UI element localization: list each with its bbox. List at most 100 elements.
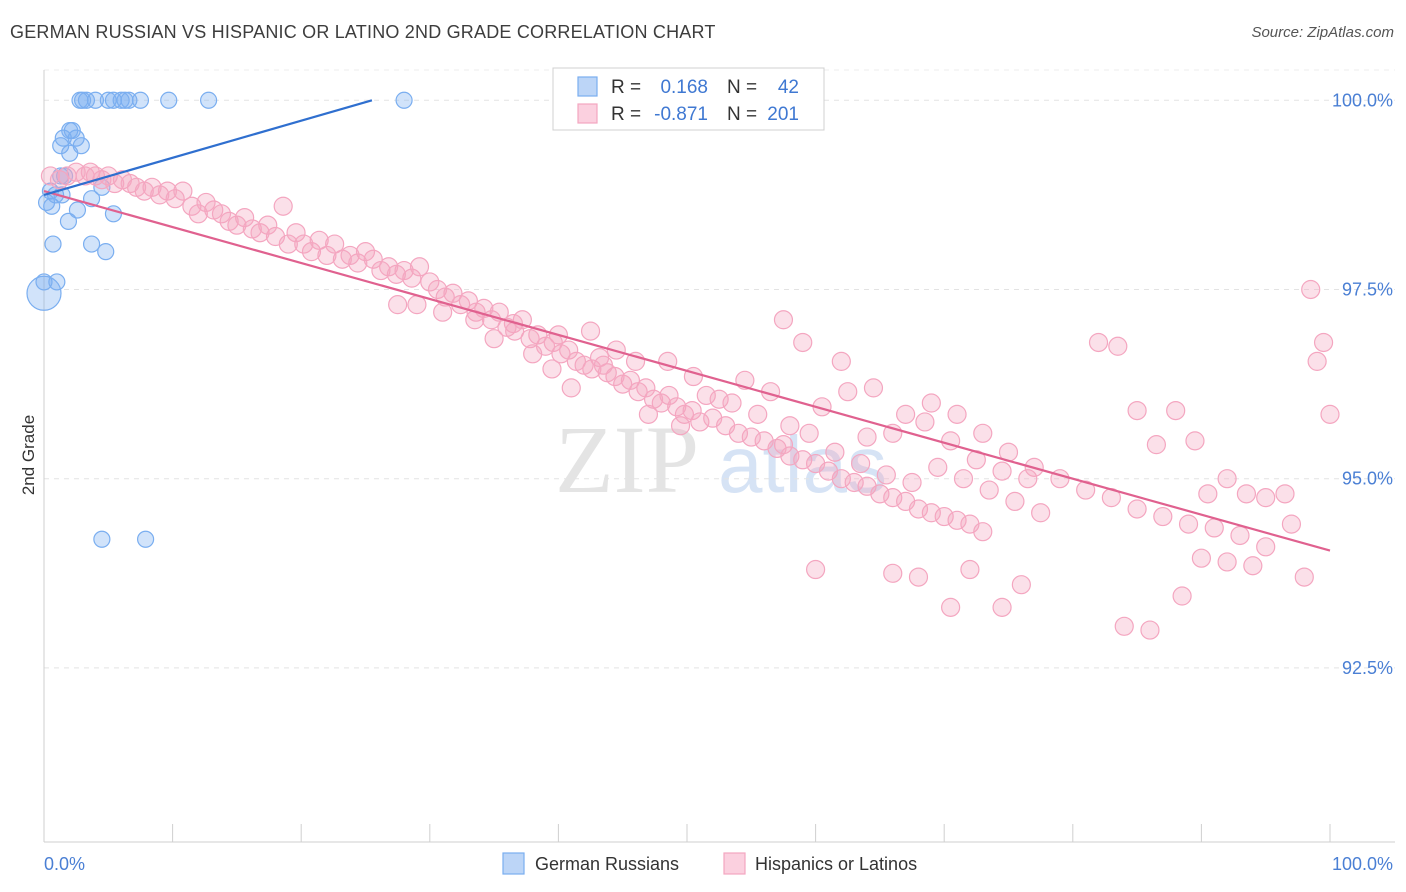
hispanic-point-99 bbox=[870, 484, 890, 504]
hispanic-point-133 bbox=[484, 329, 504, 349]
hispanic-point-156 bbox=[863, 378, 884, 398]
hispanic-point-152 bbox=[1031, 503, 1051, 523]
bottom-legend-label-hispanics: Hispanics or Latinos bbox=[755, 854, 917, 874]
hispanic-point-28 bbox=[250, 223, 270, 243]
hispanic-point-42 bbox=[355, 242, 376, 262]
y-tick-label-3: 100.0% bbox=[1332, 90, 1393, 110]
german-russian-point-1 bbox=[73, 91, 92, 109]
correlation-legend: R = 0.168 N = 42 R = -0.871 N = 201 bbox=[552, 67, 825, 131]
hispanic-point-188 bbox=[1320, 404, 1340, 424]
hispanic-point-105 bbox=[947, 510, 967, 530]
hispanic-point-41 bbox=[348, 253, 368, 273]
y-tick-label-0: 92.5% bbox=[1342, 658, 1393, 678]
hispanic-point-35 bbox=[301, 242, 322, 262]
hispanic-point-112 bbox=[523, 344, 543, 364]
german-russian-point-2 bbox=[77, 91, 96, 109]
hispanic-point-16 bbox=[157, 181, 178, 201]
hispanic-point-19 bbox=[182, 196, 202, 216]
hispanic-point-185 bbox=[1313, 332, 1334, 353]
series-hispanics-or-latinos bbox=[40, 162, 1340, 640]
hispanic-point-200 bbox=[1217, 552, 1237, 572]
hispanic-point-137 bbox=[638, 404, 659, 424]
legend-swatch-hispanics bbox=[577, 103, 598, 124]
hispanic-point-51 bbox=[427, 279, 448, 300]
german-russian-point-28 bbox=[43, 197, 61, 215]
hispanic-point-104 bbox=[934, 506, 954, 527]
german-russian-point-10 bbox=[160, 91, 178, 109]
hispanic-point-48 bbox=[402, 268, 422, 288]
hispanic-point-20 bbox=[188, 204, 208, 224]
hispanic-point-78 bbox=[636, 378, 656, 398]
hispanic-point-149 bbox=[953, 469, 974, 489]
hispanic-point-84 bbox=[682, 400, 702, 421]
german-russian-point-35 bbox=[35, 273, 53, 291]
grid bbox=[44, 69, 1395, 669]
german-russian-point-4 bbox=[99, 91, 117, 109]
y-tick-labels: 92.5% 95.0% 97.5% 100.0% bbox=[1332, 90, 1393, 678]
x-tick-label-min: 0.0% bbox=[44, 854, 85, 874]
hispanic-point-122 bbox=[780, 416, 800, 436]
hispanic-point-100 bbox=[883, 488, 903, 508]
chart-title: GERMAN RUSSIAN VS HISPANIC OR LATINO 2ND… bbox=[10, 22, 716, 42]
hispanic-point-180 bbox=[1217, 469, 1237, 489]
hispanic-point-155 bbox=[831, 351, 851, 371]
german-russian-point-29 bbox=[68, 201, 87, 219]
hispanic-point-176 bbox=[1146, 435, 1166, 455]
hispanic-point-40 bbox=[340, 245, 360, 266]
hispanic-point-179 bbox=[1198, 484, 1218, 504]
trend-lines bbox=[43, 99, 1331, 552]
hispanic-point-38 bbox=[325, 234, 345, 254]
legend-n-label-1: N = bbox=[727, 77, 757, 98]
hispanic-point-143 bbox=[799, 423, 819, 443]
hispanic-point-181 bbox=[1236, 484, 1257, 504]
hispanic-point-182 bbox=[1256, 488, 1276, 508]
hispanic-point-171 bbox=[1256, 537, 1276, 557]
german-russian-point-12 bbox=[395, 91, 413, 109]
bottom-legend-swatch-hispanics bbox=[723, 852, 746, 875]
german-russian-point-32 bbox=[44, 235, 62, 253]
hispanic-point-175 bbox=[1127, 400, 1147, 421]
legend-n-label-2: N = bbox=[727, 104, 757, 125]
x-tick-label-max: 100.0% bbox=[1332, 854, 1393, 874]
hispanic-point-164 bbox=[1076, 480, 1096, 500]
hispanic-point-135 bbox=[561, 378, 581, 398]
german-russian-point-31 bbox=[59, 212, 78, 230]
bottom-legend-label-german-russians: German Russians bbox=[535, 854, 679, 874]
hispanic-point-148 bbox=[928, 457, 948, 477]
hispanic-point-36 bbox=[309, 230, 329, 250]
hispanic-point-125 bbox=[857, 427, 877, 447]
hispanic-point-109 bbox=[433, 302, 453, 322]
hispanic-point-21 bbox=[196, 192, 216, 213]
hispanic-point-141 bbox=[748, 404, 768, 424]
hispanic-point-119 bbox=[709, 389, 729, 409]
trend-line-german-russians bbox=[43, 99, 373, 196]
hispanic-point-197 bbox=[1140, 620, 1160, 640]
hispanic-point-88 bbox=[728, 423, 749, 443]
german-russian-point-39 bbox=[136, 530, 155, 548]
hispanic-point-74 bbox=[605, 366, 625, 387]
german-russian-point-19 bbox=[61, 144, 79, 162]
hispanic-point-34 bbox=[294, 234, 314, 254]
chart-source: Source: ZipAtlas.com bbox=[1251, 24, 1394, 41]
hispanic-point-193 bbox=[960, 559, 980, 580]
hispanic-point-151 bbox=[1005, 491, 1025, 512]
hispanic-point-153 bbox=[773, 310, 794, 330]
hispanic-point-81 bbox=[659, 385, 679, 406]
hispanic-point-189 bbox=[805, 559, 826, 580]
hispanic-point-47 bbox=[394, 260, 414, 281]
legend-box bbox=[552, 67, 825, 131]
hispanic-point-111 bbox=[503, 313, 523, 334]
hispanic-point-17 bbox=[165, 189, 185, 209]
hispanic-point-154 bbox=[793, 332, 813, 353]
hispanic-point-43 bbox=[363, 249, 383, 269]
hispanic-point-18 bbox=[173, 181, 193, 201]
hispanic-point-49 bbox=[409, 257, 430, 277]
hispanic-point-177 bbox=[1166, 400, 1186, 421]
german-russian-point-33 bbox=[82, 235, 101, 253]
hispanic-point-37 bbox=[317, 245, 337, 266]
hispanic-point-166 bbox=[1127, 499, 1147, 519]
hispanic-point-190 bbox=[883, 563, 903, 583]
hispanic-point-199 bbox=[1191, 548, 1212, 568]
hispanic-point-136 bbox=[593, 355, 614, 375]
hispanic-point-97 bbox=[844, 472, 864, 493]
